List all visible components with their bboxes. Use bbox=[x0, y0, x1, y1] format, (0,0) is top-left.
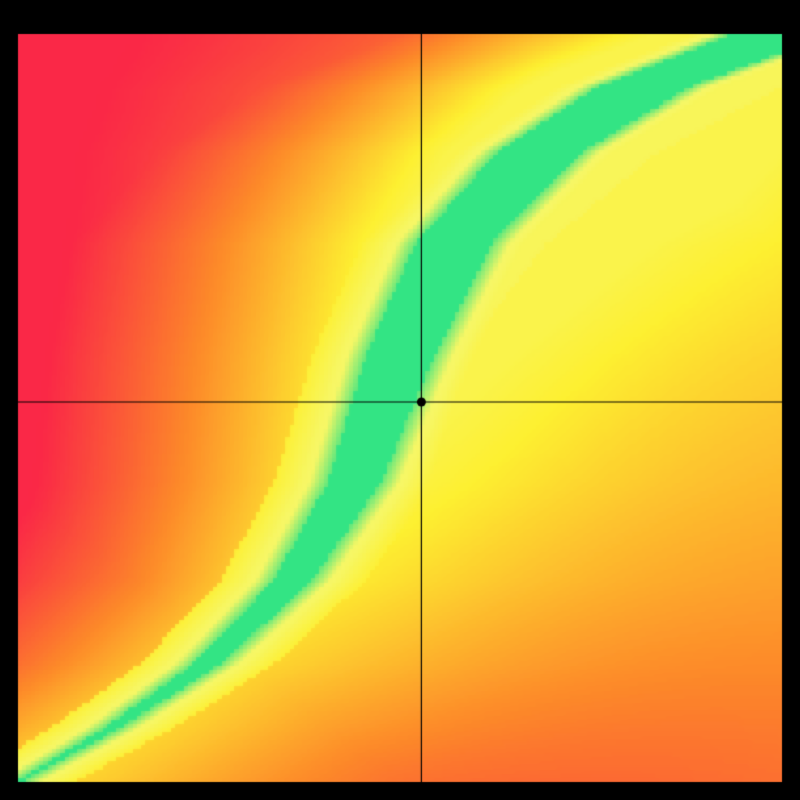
heatmap-canvas bbox=[0, 0, 800, 800]
chart-container: TheBottleneck.com bbox=[0, 0, 800, 800]
